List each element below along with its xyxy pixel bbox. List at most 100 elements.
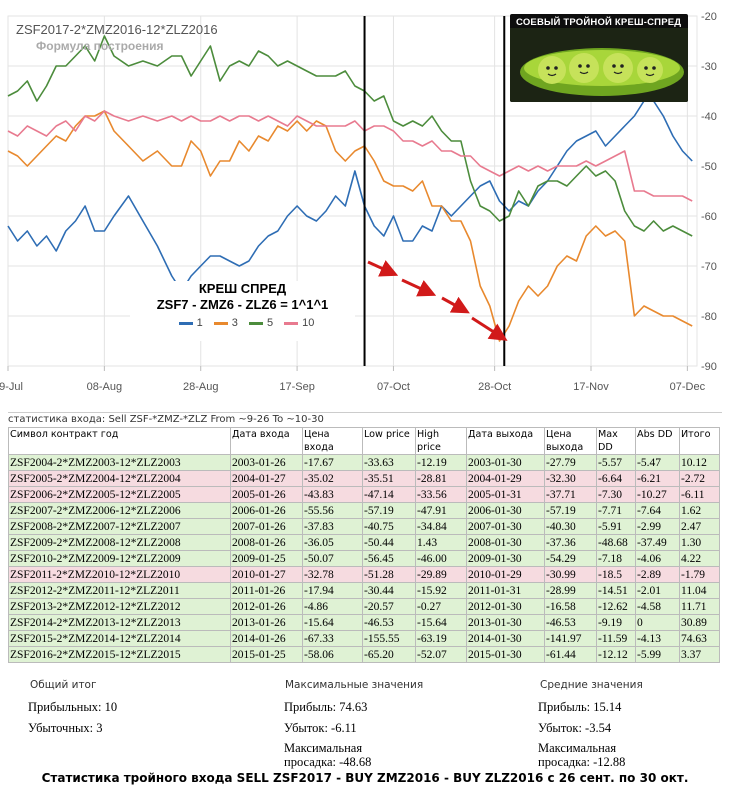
cell-abs-dd: -37.49 xyxy=(635,534,680,551)
series-line-1 xyxy=(7,100,693,292)
cell-abs-dd: -4.58 xyxy=(635,598,680,615)
cell-entry-date: 2008-01-26 xyxy=(230,534,303,551)
cell-abs-dd: -6.21 xyxy=(635,470,680,487)
cell-exit-date: 2012-01-30 xyxy=(466,598,545,615)
cell-max-dd: -18.5 xyxy=(596,566,636,583)
cell-entry-date: 2003-01-26 xyxy=(230,454,303,471)
series-line-3 xyxy=(7,110,693,342)
cell-exit-date: 2011-01-31 xyxy=(466,582,545,599)
cell-low: -30.44 xyxy=(362,582,416,599)
cell-high: -15.92 xyxy=(415,582,467,599)
summary-max-dd-label: Максимальная xyxy=(284,741,363,755)
cell-high: -46.00 xyxy=(415,550,467,567)
cell-exit-price: -61.44 xyxy=(544,646,597,663)
footer-caption: Статистика тройного входа SELL ZSF2017 -… xyxy=(41,771,689,785)
y-tick-label: -70 xyxy=(701,261,717,273)
cell-exit-date: 2014-01-30 xyxy=(466,630,545,647)
cell-max-dd: -7.71 xyxy=(596,502,636,519)
col-symbol: Символ контракт год xyxy=(8,427,231,455)
cell-entry-date: 2015-01-25 xyxy=(230,646,303,663)
cell-max-dd: -14.51 xyxy=(596,582,636,599)
cell-total: 4.22 xyxy=(679,550,720,567)
cell-exit-date: 2009-01-30 xyxy=(466,550,545,567)
cell-high: -0.27 xyxy=(415,598,467,615)
cell-exit-date: 2015-01-30 xyxy=(466,646,545,663)
cell-total: -2.72 xyxy=(679,470,720,487)
cell-exit-date: 2005-01-31 xyxy=(466,486,545,503)
cell-max-dd: -11.59 xyxy=(596,630,636,647)
chart-arrows xyxy=(367,260,508,341)
chart-subtitle: Формула построения xyxy=(36,39,164,53)
cell-symbol: ZSF2015-2*ZMZ2014-12*ZLZ2014 xyxy=(8,630,231,647)
legend-label-5: 5 xyxy=(266,317,274,329)
cell-exit-price: -46.53 xyxy=(544,614,597,631)
cell-max-dd: -12.62 xyxy=(596,598,636,615)
cell-total: 74.63 xyxy=(679,630,720,647)
cell-exit-date: 2010-01-29 xyxy=(466,566,545,583)
cell-abs-dd: -4.13 xyxy=(635,630,680,647)
x-tick-label: 08-Aug xyxy=(87,381,122,393)
chart-legend: 1 3 5 10 xyxy=(130,315,355,331)
x-tick-label: 17-Nov xyxy=(573,381,609,393)
red-arrow-4 xyxy=(471,316,508,341)
legend-swatch-10 xyxy=(284,321,299,325)
cell-exit-date: 2006-01-30 xyxy=(466,502,545,519)
col-abs-dd: Abs DD xyxy=(635,427,680,455)
cell-high: 1.43 xyxy=(415,534,467,551)
cell-symbol: ZSF2005-2*ZMZ2004-12*ZLZ2004 xyxy=(8,470,231,487)
cell-exit-price: -30.99 xyxy=(544,566,597,583)
cell-high: -47.91 xyxy=(415,502,467,519)
x-tick-label: 19-Jul xyxy=(0,381,23,393)
summary-losing: Убыточных: 3 xyxy=(28,721,103,735)
crash-spread-formula: ZSF7 - ZMZ6 - ZLZ6 = 1^1^1 xyxy=(156,297,329,312)
cell-abs-dd: -4.06 xyxy=(635,550,680,567)
pea-pod-image: СОЕВЫЙ ТРОЙНОЙ КРЕШ-СПРЕД xyxy=(510,14,688,102)
table-row: ZSF2008-2*ZMZ2007-12*ZLZ2007 2007-01-26 -3… xyxy=(8,518,720,535)
summary-avg-dd-label: Максимальная xyxy=(538,741,617,755)
series-line-10 xyxy=(7,110,693,202)
cell-entry-date: 2010-01-27 xyxy=(230,566,303,583)
crash-spread-title: КРЕШ СПРЕД xyxy=(198,281,287,296)
cell-symbol: ZSF2006-2*ZMZ2005-12*ZLZ2005 xyxy=(8,486,231,503)
cell-abs-dd: -2.01 xyxy=(635,582,680,599)
cell-entry-price: -32.78 xyxy=(302,566,363,583)
cell-entry-date: 2009-01-25 xyxy=(230,550,303,567)
summary-max-heading: Максимальные значения xyxy=(285,679,424,691)
cell-high: -28.81 xyxy=(415,470,467,487)
x-tick-label: 28-Oct xyxy=(478,381,511,393)
spread-chart: -20 -30 -40 -50 -60 -70 -80 -90 19-Jul 08-Aug 28-… xyxy=(0,11,717,393)
y-axis-ticks: -20 -30 -40 -50 -60 -70 -80 -90 xyxy=(701,11,717,373)
cell-low: -56.45 xyxy=(362,550,416,567)
stats-header-row: Символ контракт год Дата входа Цена вход… xyxy=(8,427,720,455)
cell-entry-date: 2005-01-26 xyxy=(230,486,303,503)
pea-pod-icon xyxy=(510,28,688,102)
y-tick-label: -20 xyxy=(701,11,717,23)
cell-low: -33.63 xyxy=(362,454,416,471)
cell-max-dd: -6.64 xyxy=(596,470,636,487)
cell-abs-dd: -2.89 xyxy=(635,566,680,583)
cell-abs-dd: 0 xyxy=(635,614,680,631)
cell-low: -40.75 xyxy=(362,518,416,535)
cell-low: -155.55 xyxy=(362,630,416,647)
cell-total: -6.11 xyxy=(679,486,720,503)
col-max-dd: Max DD xyxy=(596,427,636,455)
cell-exit-price: -32.30 xyxy=(544,470,597,487)
legend-swatch-1 xyxy=(178,321,193,325)
x-tick-label: 07-Dec xyxy=(670,381,706,393)
cell-exit-price: -27.79 xyxy=(544,454,597,471)
x-tick-label: 28-Aug xyxy=(183,381,218,393)
summary-avg-heading: Средние значения xyxy=(540,679,643,691)
cell-entry-price: -55.56 xyxy=(302,502,363,519)
table-row: ZSF2005-2*ZMZ2004-12*ZLZ2004 2004-01-27 -3… xyxy=(8,470,720,487)
red-arrow-1 xyxy=(367,260,399,277)
table-row: ZSF2007-2*ZMZ2006-12*ZLZ2006 2006-01-26 -5… xyxy=(8,502,720,519)
cell-max-dd: -48.68 xyxy=(596,534,636,551)
cell-low: -20.57 xyxy=(362,598,416,615)
cell-total: 11.71 xyxy=(679,598,720,615)
cell-exit-price: -37.36 xyxy=(544,534,597,551)
summary-avg-dd-value: просадка: -12.88 xyxy=(538,755,626,769)
cell-total: -1.79 xyxy=(679,566,720,583)
col-exit-date: Дата выхода xyxy=(466,427,545,455)
cell-high: -34.84 xyxy=(415,518,467,535)
cell-low: -35.51 xyxy=(362,470,416,487)
